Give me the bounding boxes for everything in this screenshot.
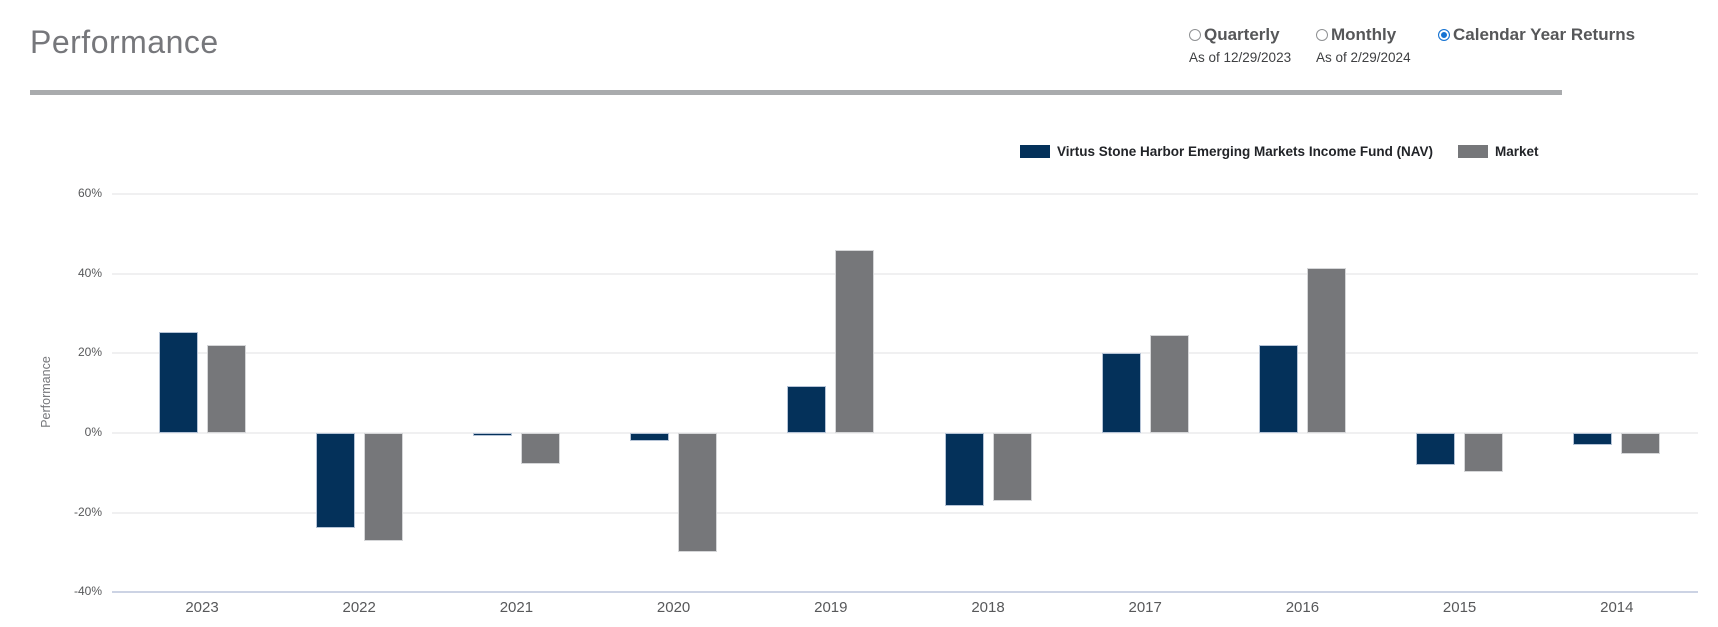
radio-label-quarterly[interactable]: Quarterly bbox=[1204, 25, 1280, 44]
bar-market-2014[interactable] bbox=[1621, 433, 1661, 454]
y-tick-label-20: 20% bbox=[77, 345, 102, 360]
gridline-60 bbox=[112, 193, 1698, 196]
x-tick-label-2018: 2018 bbox=[971, 599, 1005, 616]
x-tick-label-2022: 2022 bbox=[342, 599, 376, 616]
bar-nav-2019[interactable] bbox=[787, 385, 827, 433]
y-tick-label--40: -40% bbox=[73, 584, 102, 599]
bar-nav-2020[interactable] bbox=[630, 433, 670, 441]
radio-option-monthly[interactable]: Monthly As of 2/29/2024 bbox=[1316, 25, 1411, 65]
radio-label-monthly[interactable]: Monthly bbox=[1331, 25, 1397, 44]
bar-market-2015[interactable] bbox=[1464, 433, 1504, 472]
x-tick-label-2014: 2014 bbox=[1600, 599, 1634, 616]
radio-icon-monthly[interactable] bbox=[1316, 29, 1328, 41]
bar-nav-2023[interactable] bbox=[158, 331, 198, 433]
radio-icon-calendar-year-returns[interactable] bbox=[1438, 29, 1450, 41]
radio-asof-monthly: As of 2/29/2024 bbox=[1316, 50, 1411, 65]
bar-market-2018[interactable] bbox=[992, 433, 1032, 502]
x-tick-label-2015: 2015 bbox=[1442, 599, 1477, 616]
radio-option-calendar-year-returns[interactable]: Calendar Year Returns bbox=[1438, 25, 1635, 45]
y-axis-title: Performance bbox=[39, 356, 53, 428]
bar-market-2016[interactable] bbox=[1306, 267, 1346, 433]
legend-label-nav: Virtus Stone Harbor Emerging Markets Inc… bbox=[1057, 144, 1434, 159]
gridline--20 bbox=[112, 511, 1698, 514]
bar-nav-2016[interactable] bbox=[1258, 345, 1298, 433]
x-tick-label-2023: 2023 bbox=[185, 599, 219, 616]
y-tick-label--20: -20% bbox=[73, 504, 102, 519]
legend-swatch-nav bbox=[1020, 145, 1050, 158]
bar-nav-2017[interactable] bbox=[1101, 353, 1141, 433]
legend-label-market: Market bbox=[1495, 144, 1539, 159]
legend-item-nav: Virtus Stone Harbor Emerging Markets Inc… bbox=[1020, 144, 1433, 159]
bar-nav-2021[interactable] bbox=[472, 433, 512, 436]
gridline-0 bbox=[112, 432, 1698, 434]
x-tick-label-2019: 2019 bbox=[814, 599, 848, 616]
bar-market-2022[interactable] bbox=[363, 433, 403, 541]
radio-icon-quarterly[interactable] bbox=[1189, 29, 1201, 41]
bar-nav-2022[interactable] bbox=[315, 433, 355, 529]
x-axis-baseline bbox=[112, 591, 1698, 594]
gridline-40 bbox=[112, 272, 1698, 275]
bar-market-2023[interactable] bbox=[206, 345, 246, 433]
bar-market-2021[interactable] bbox=[520, 433, 560, 465]
bar-nav-2018[interactable] bbox=[944, 433, 984, 506]
x-tick-label-2021: 2021 bbox=[499, 599, 534, 616]
x-tick-label-2017: 2017 bbox=[1128, 599, 1162, 616]
y-tick-label-0: 0% bbox=[84, 425, 102, 439]
bar-nav-2015[interactable] bbox=[1416, 433, 1456, 466]
legend-item-market: Market bbox=[1458, 144, 1539, 159]
gridline-20 bbox=[112, 352, 1698, 355]
bar-market-2020[interactable] bbox=[678, 433, 718, 553]
x-tick-label-2020: 2020 bbox=[656, 599, 691, 616]
radio-option-quarterly[interactable]: Quarterly As of 12/29/2023 bbox=[1189, 25, 1291, 65]
page-title: Performance bbox=[30, 24, 219, 60]
bar-market-2017[interactable] bbox=[1149, 335, 1189, 433]
radio-asof-quarterly: As of 12/29/2023 bbox=[1189, 50, 1292, 65]
legend-swatch-market bbox=[1458, 145, 1488, 158]
y-tick-label-60: 60% bbox=[77, 186, 102, 201]
y-tick-label-40: 40% bbox=[77, 265, 102, 280]
header-divider bbox=[30, 90, 1562, 95]
x-tick-label-2016: 2016 bbox=[1285, 599, 1320, 616]
bar-nav-2014[interactable] bbox=[1573, 433, 1613, 446]
radio-label-calendar-year-returns[interactable]: Calendar Year Returns bbox=[1453, 25, 1636, 44]
bar-market-2019[interactable] bbox=[835, 249, 875, 433]
